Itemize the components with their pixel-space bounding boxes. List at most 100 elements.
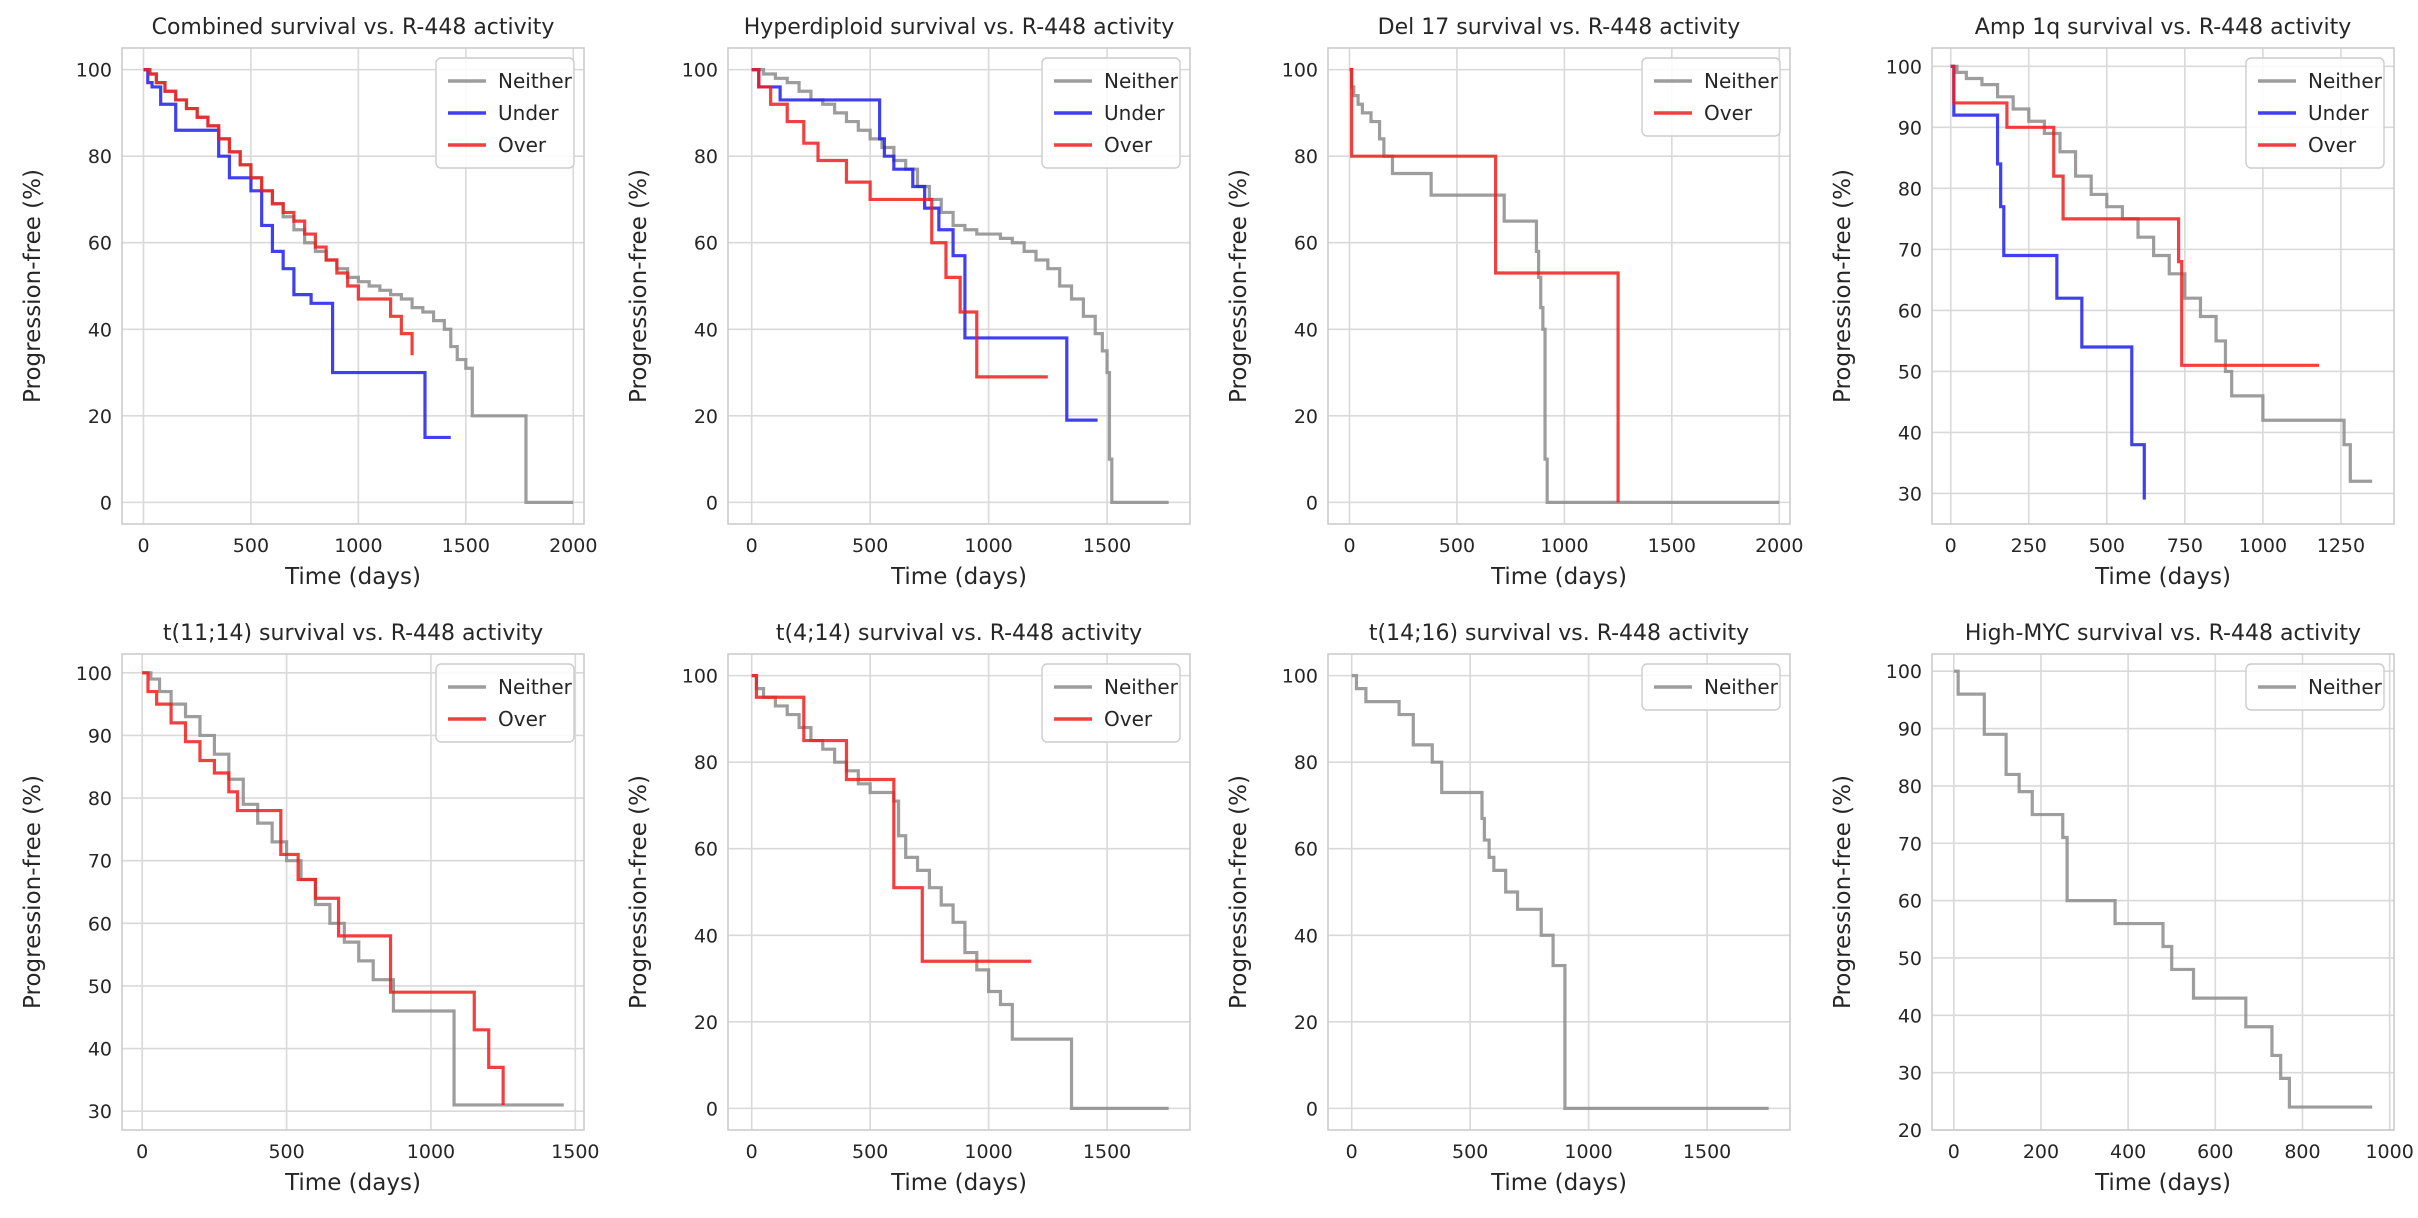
chart-title: Hyperdiploid survival vs. R-448 activity (744, 15, 1174, 40)
y-axis-label: Progression-free (%) (20, 169, 46, 403)
chart-panel-8: 0 200 400 600 800 1000 20 30 40 50 60 70 80 90 100 High… (1830, 621, 2414, 1196)
y-tick-label: 0 (1306, 1098, 1318, 1120)
legend-label-over: Over (1704, 101, 1753, 125)
x-tick-label: 2000 (1755, 535, 1803, 557)
y-tick-label: 50 (88, 976, 112, 998)
y-tick-label: 60 (694, 839, 718, 861)
legend: Neither Under Over (435, 57, 575, 169)
y-tick-label: 90 (88, 725, 112, 747)
y-axis-label: Progression-free (%) (1226, 169, 1252, 403)
y-tick-label: 100 (1282, 60, 1318, 82)
x-tick-label: 750 (2167, 535, 2203, 557)
y-tick-label: 40 (1898, 422, 1922, 444)
legend-label-neither: Neither (2308, 69, 2383, 93)
chart-panel-5: 0 500 1000 1500 30 40 50 60 70 80 90 100 t(11;14) su… (20, 621, 600, 1196)
x-axis-label: Time (days) (1490, 1170, 1627, 1196)
y-tick-label: 80 (88, 788, 112, 810)
legend-box (2245, 663, 2385, 711)
series-line-neither (1349, 68, 1780, 504)
plot-frame (727, 653, 1191, 1131)
x-tick-label: 1500 (1083, 1141, 1131, 1163)
x-tick-label: 1000 (964, 535, 1012, 557)
x-tick-label: 1000 (1564, 1141, 1612, 1163)
y-tick-label: 90 (1898, 117, 1922, 139)
legend-label-over: Over (498, 133, 547, 157)
x-tick-label: 500 (268, 1141, 304, 1163)
y-tick-label: 30 (88, 1101, 112, 1123)
x-tick-label: 0 (1948, 1141, 1960, 1163)
x-tick-label: 0 (746, 1141, 758, 1163)
plot-frame (121, 47, 585, 525)
y-tick-label: 100 (1886, 56, 1922, 78)
x-tick-label: 500 (852, 1141, 888, 1163)
x-tick-label: 250 (2011, 535, 2047, 557)
x-tick-label: 200 (2023, 1141, 2059, 1163)
plot-area (1932, 654, 2394, 1130)
legend: Neither Over (1041, 663, 1181, 743)
y-tick-label: 0 (100, 492, 112, 514)
x-axis-label: Time (days) (2094, 1170, 2231, 1196)
series-line-neither (1351, 674, 1769, 1110)
chart-panel-4: 0 250 500 750 1000 1250 30 40 50 60 70 80 90 100 Amp 1… (1830, 15, 2395, 590)
series-line-over (1950, 64, 2320, 367)
x-tick-label: 1500 (1683, 1141, 1731, 1163)
legend: Neither (2245, 663, 2385, 711)
legend: Neither Over (1641, 57, 1781, 137)
y-tick-label: 30 (1898, 483, 1922, 505)
x-tick-label: 400 (2110, 1141, 2146, 1163)
series-line-over (1349, 68, 1620, 503)
series-line-over (143, 68, 414, 356)
legend-box (1641, 57, 1781, 137)
legend-box (1641, 663, 1781, 711)
y-tick-label: 20 (694, 1012, 718, 1034)
x-tick-label: 1000 (407, 1141, 455, 1163)
plot-frame (1327, 47, 1791, 525)
legend-box (1041, 663, 1181, 743)
y-tick-label: 80 (1898, 178, 1922, 200)
legend-label-neither: Neither (498, 675, 573, 699)
y-tick-label: 30 (1898, 1063, 1922, 1085)
legend-label-over: Over (498, 707, 547, 731)
series-line-under (1950, 64, 2146, 500)
x-tick-label: 500 (852, 535, 888, 557)
y-tick-label: 40 (694, 319, 718, 341)
chart-title: t(11;14) survival vs. R-448 activity (163, 621, 543, 646)
y-tick-label: 20 (694, 406, 718, 428)
x-tick-label: 0 (136, 1141, 148, 1163)
x-tick-label: 2000 (549, 535, 597, 557)
x-tick-label: 0 (1945, 535, 1957, 557)
legend-label-neither: Neither (1104, 69, 1179, 93)
y-tick-label: 40 (88, 1039, 112, 1061)
legend-box (1041, 57, 1181, 169)
chart-panel-2: 0 500 1000 1500 0 20 40 60 80 100 Hyperdiploid sur… (626, 15, 1191, 590)
x-tick-label: 1000 (1540, 535, 1588, 557)
chart-panel-7: 0 500 1000 1500 0 20 40 60 80 100 t(14;16) surviva… (1226, 621, 1791, 1196)
y-axis-label: Progression-free (%) (1830, 169, 1856, 403)
chart-title: Amp 1q survival vs. R-448 activity (1975, 15, 2351, 40)
chart-panel-1: 0 500 1000 1500 2000 0 20 40 60 80 100 Combined sur… (20, 15, 597, 590)
x-tick-label: 500 (1452, 1141, 1488, 1163)
y-tick-label: 70 (88, 851, 112, 873)
y-tick-label: 80 (1294, 146, 1318, 168)
y-tick-label: 100 (76, 663, 112, 685)
legend-label-neither: Neither (1104, 675, 1179, 699)
legend-label-under: Under (2308, 101, 2369, 125)
legend-box (435, 663, 575, 743)
chart-title: Del 17 survival vs. R-448 activity (1378, 15, 1741, 40)
chart-panel-3: 0 500 1000 1500 2000 0 20 40 60 80 100 Del 17 survi… (1226, 15, 1803, 590)
y-axis-label: Progression-free (%) (626, 169, 652, 403)
x-tick-label: 0 (1346, 1141, 1358, 1163)
plot-area (1328, 654, 1790, 1130)
y-tick-label: 80 (694, 752, 718, 774)
x-tick-label: 1500 (551, 1141, 599, 1163)
legend-label-neither: Neither (2308, 675, 2383, 699)
y-axis-label: Progression-free (%) (1226, 775, 1252, 1009)
legend: Neither Under Over (2245, 57, 2385, 169)
y-axis-label: Progression-free (%) (626, 775, 652, 1009)
legend-label-under: Under (498, 101, 559, 125)
legend-label-over: Over (2308, 133, 2357, 157)
y-tick-label: 70 (1898, 833, 1922, 855)
y-tick-label: 100 (682, 60, 718, 82)
y-tick-label: 60 (88, 913, 112, 935)
